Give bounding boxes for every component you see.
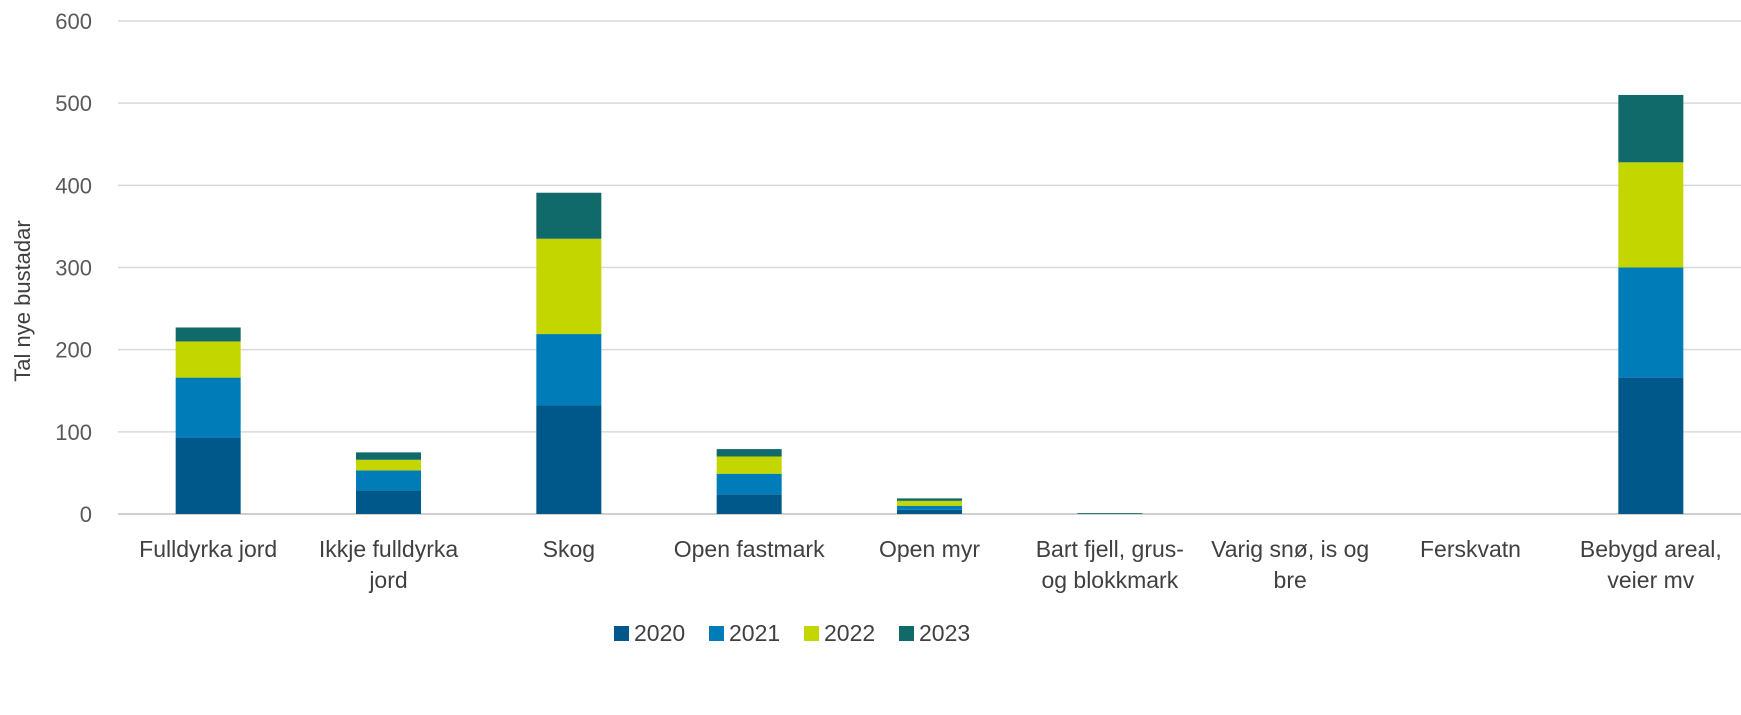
y-tick-label: 0 (80, 502, 92, 527)
legend: 2020 2021 2022 2023 (614, 620, 970, 646)
legend-swatch-2022 (804, 626, 819, 641)
bar-segment-2021 (897, 505, 962, 510)
bar-segment-2021 (175, 377, 241, 438)
bar-segment-2021 (536, 334, 602, 406)
bar-segment-2021 (716, 473, 782, 495)
legend-swatch-2020 (614, 626, 629, 641)
x-category-label: Bart fjell, grus- (1036, 536, 1184, 562)
bar-segment-2020 (536, 405, 602, 514)
legend-label-2022: 2022 (824, 620, 875, 646)
bars (175, 94, 1684, 514)
bar-segment-2023 (356, 452, 421, 460)
bar-segment-2020 (716, 494, 782, 514)
bar-segment-2022 (1618, 162, 1684, 268)
x-category-label: bre (1274, 567, 1307, 593)
y-tick-label: 400 (55, 173, 92, 198)
legend-swatch-2021 (709, 626, 724, 641)
bar-segment-2021 (1618, 267, 1684, 378)
y-tick-label: 300 (55, 256, 92, 281)
x-category-label: Varig snø, is og (1211, 536, 1369, 562)
x-category-label: Ikkje fulldyrka (319, 536, 459, 562)
bar-segment-2020 (1618, 377, 1684, 514)
bar-segment-2022 (175, 341, 241, 378)
bar-segment-2020 (897, 509, 962, 514)
bar-segment-2020 (175, 437, 241, 514)
y-tick-label: 200 (55, 338, 92, 363)
x-category-label: veier mv (1607, 567, 1694, 593)
y-tick-label: 600 (55, 9, 92, 34)
legend-swatch-2023 (899, 626, 914, 641)
bar-segment-2022 (356, 459, 421, 471)
bar-segment-2023 (897, 498, 962, 501)
bar-segment-2020 (356, 490, 421, 514)
bar-segment-2023 (716, 449, 782, 457)
x-category-label: og blokkmark (1041, 567, 1178, 593)
bar-segment-2023 (1618, 94, 1684, 163)
x-axis-categories: Fulldyrka jord Ikkje fulldyrka jord Skog Ope… (139, 536, 1722, 593)
x-category-label: Open myr (879, 536, 980, 562)
x-category-label: Bebygd areal, (1580, 536, 1722, 562)
bar-segment-2022 (536, 238, 602, 335)
bar-segment-2023 (1077, 513, 1143, 514)
bar-segment-2023 (175, 327, 241, 342)
x-category-label: Open fastmark (674, 536, 825, 562)
y-tick-label: 100 (55, 420, 92, 445)
bar-segment-2022 (897, 500, 962, 506)
gridlines (118, 20, 1741, 515)
legend-label-2023: 2023 (919, 620, 970, 646)
y-axis-ticks: 0 100 200 300 400 500 600 (55, 9, 92, 527)
bar-segment-2023 (536, 192, 602, 239)
x-category-label: Fulldyrka jord (139, 536, 277, 562)
x-category-label: Skog (543, 536, 595, 562)
legend-label-2020: 2020 (634, 620, 685, 646)
legend-label-2021: 2021 (729, 620, 780, 646)
bar-segment-2022 (716, 456, 782, 474)
y-tick-label: 500 (55, 91, 92, 116)
y-axis-label: Tal nye bustadar (10, 220, 35, 381)
bar-segment-2021 (356, 470, 421, 491)
x-category-label: Ferskvatn (1420, 536, 1521, 562)
x-category-label: jord (368, 567, 407, 593)
